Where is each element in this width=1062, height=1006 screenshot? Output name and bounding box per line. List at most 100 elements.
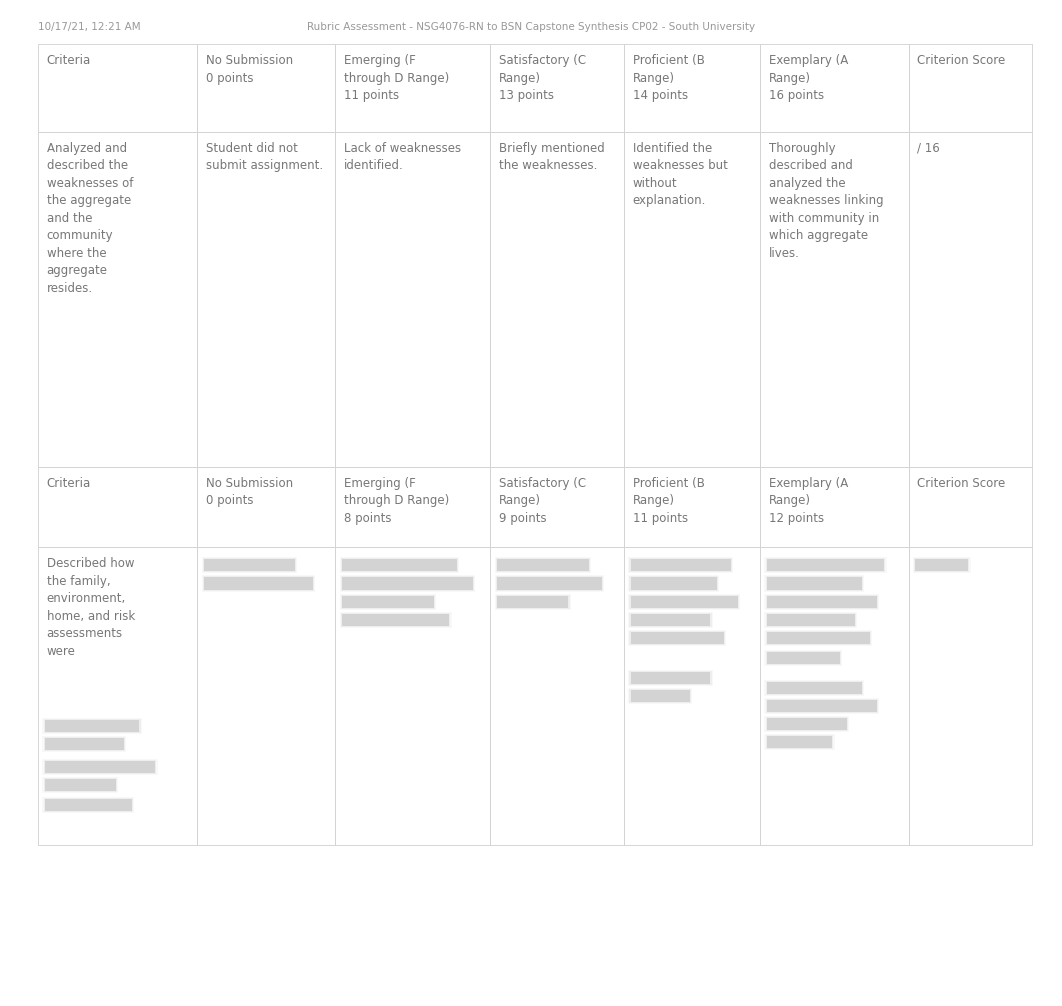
Bar [198,467,336,547]
Bar [766,613,856,627]
Text: Criteria: Criteria [47,54,91,67]
Bar [631,614,710,626]
Bar [624,132,760,467]
Bar [496,558,589,572]
Bar [202,557,296,573]
Bar [765,557,887,573]
Text: Proficient (B
Range)
14 points: Proficient (B Range) 14 points [633,54,704,103]
Bar [491,547,624,845]
Bar [765,716,850,732]
Text: / 16: / 16 [918,142,940,155]
Bar [45,720,139,732]
Bar [629,688,692,704]
Bar [42,718,141,734]
Bar [915,559,969,571]
Text: Proficient (B
Range)
11 points: Proficient (B Range) 11 points [633,477,704,525]
Text: Satisfactory (C
Range)
13 points: Satisfactory (C Range) 13 points [499,54,586,103]
Bar [44,760,156,774]
Text: Emerging (F
through D Range)
8 points: Emerging (F through D Range) 8 points [344,477,449,525]
Bar [497,577,602,590]
Bar [767,718,847,730]
Bar [767,700,877,712]
Text: Analyzed and
described the
weaknesses of
the aggregate
and the
community
where t: Analyzed and described the weaknesses of… [47,142,133,295]
Bar [909,547,1032,845]
Bar [38,547,198,845]
Bar [340,594,436,610]
Bar [204,577,312,590]
Bar [491,44,624,132]
Bar [909,44,1032,132]
Bar [629,575,719,592]
Bar [760,467,909,547]
Bar [630,631,725,645]
Bar [45,779,116,791]
Bar [624,467,760,547]
Bar [342,596,434,608]
Bar [767,652,840,664]
Bar [497,596,568,608]
Bar [491,467,624,547]
Bar [42,759,157,775]
Bar [44,737,124,751]
Bar [631,596,738,608]
Bar [44,798,133,812]
Bar [42,797,134,813]
Bar [767,577,862,590]
Bar [631,559,731,571]
Text: Briefly mentioned
the weaknesses.: Briefly mentioned the weaknesses. [499,142,604,172]
Bar [909,132,1032,467]
Bar [38,467,198,547]
Bar [767,596,877,608]
Bar [629,670,713,686]
Bar [767,736,833,748]
Bar [760,547,909,845]
Bar [342,559,457,571]
Bar [629,630,726,646]
Bar [909,467,1032,547]
Bar [631,559,731,571]
Bar [767,559,885,571]
Bar [631,614,710,626]
Bar [760,44,909,132]
Bar [624,44,760,132]
Bar [766,595,878,609]
Bar [203,558,295,572]
Text: Criterion Score: Criterion Score [918,477,1006,490]
Bar [766,735,834,749]
Bar [496,595,569,609]
Bar [497,559,588,571]
Bar [44,719,140,733]
Bar [630,558,732,572]
Bar [45,761,155,773]
Bar [765,680,864,696]
Bar [624,547,760,845]
Bar [495,557,590,573]
Bar [342,577,473,590]
Bar [491,132,624,467]
Text: Described how
the family,
environment,
home, and risk
assessments
were: Described how the family, environment, h… [47,557,135,658]
Bar [631,632,724,644]
Bar [204,559,294,571]
Bar [38,132,198,467]
Bar [765,734,835,750]
Bar [766,631,871,645]
Bar [767,559,885,571]
Bar [631,690,690,702]
Bar [497,559,588,571]
Bar [497,596,568,608]
Bar [45,761,155,773]
Text: Student did not
submit assignment.: Student did not submit assignment. [206,142,323,172]
Bar [767,632,870,644]
Bar [342,577,473,590]
Bar [341,595,435,609]
Bar [767,652,840,664]
Bar [629,594,740,610]
Bar [765,575,864,592]
Bar [496,576,603,591]
Bar [766,558,886,572]
Text: Lack of weaknesses
identified.: Lack of weaknesses identified. [344,142,461,172]
Bar [342,614,449,626]
Bar [341,576,474,591]
Bar [198,547,336,845]
Bar [630,613,712,627]
